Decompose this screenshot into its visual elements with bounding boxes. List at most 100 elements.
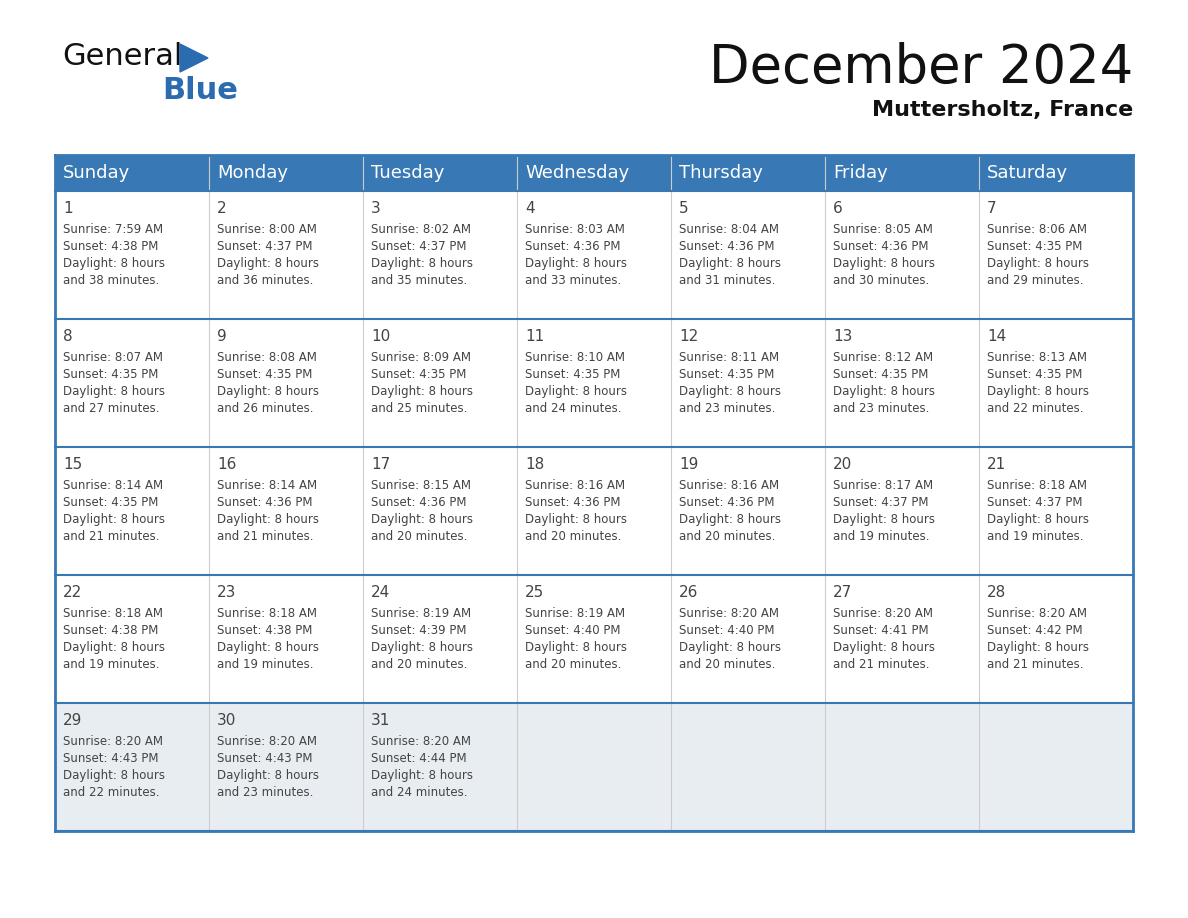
Text: 21: 21 — [987, 457, 1006, 472]
Text: and 20 minutes.: and 20 minutes. — [680, 658, 776, 671]
Text: and 20 minutes.: and 20 minutes. — [371, 530, 467, 543]
Text: Sunrise: 8:05 AM: Sunrise: 8:05 AM — [833, 223, 933, 236]
Text: and 20 minutes.: and 20 minutes. — [525, 658, 621, 671]
Text: 14: 14 — [987, 329, 1006, 344]
Text: Tuesday: Tuesday — [371, 164, 444, 182]
Text: and 29 minutes.: and 29 minutes. — [987, 274, 1083, 287]
Text: Saturday: Saturday — [987, 164, 1068, 182]
Text: Sunrise: 8:02 AM: Sunrise: 8:02 AM — [371, 223, 470, 236]
Text: and 19 minutes.: and 19 minutes. — [217, 658, 314, 671]
Text: 26: 26 — [680, 585, 699, 600]
Text: and 20 minutes.: and 20 minutes. — [371, 658, 467, 671]
Text: and 24 minutes.: and 24 minutes. — [525, 402, 621, 415]
Text: 4: 4 — [525, 201, 535, 216]
Bar — [517, 155, 671, 191]
Bar — [824, 191, 979, 319]
Text: and 36 minutes.: and 36 minutes. — [217, 274, 314, 287]
Text: Sunrise: 8:20 AM: Sunrise: 8:20 AM — [63, 735, 163, 748]
Text: Sunset: 4:38 PM: Sunset: 4:38 PM — [63, 240, 158, 253]
Text: and 21 minutes.: and 21 minutes. — [63, 530, 159, 543]
Bar — [979, 575, 1133, 703]
Bar — [979, 155, 1133, 191]
Bar — [979, 319, 1133, 447]
Text: 25: 25 — [525, 585, 544, 600]
Text: Sunset: 4:44 PM: Sunset: 4:44 PM — [371, 752, 467, 765]
Text: and 20 minutes.: and 20 minutes. — [525, 530, 621, 543]
Text: Daylight: 8 hours: Daylight: 8 hours — [680, 513, 781, 526]
Bar — [364, 447, 517, 575]
Bar — [671, 191, 824, 319]
Text: Sunset: 4:40 PM: Sunset: 4:40 PM — [525, 624, 620, 637]
Text: Daylight: 8 hours: Daylight: 8 hours — [63, 385, 165, 398]
Text: Sunrise: 8:18 AM: Sunrise: 8:18 AM — [63, 607, 163, 620]
Text: Sunrise: 8:18 AM: Sunrise: 8:18 AM — [987, 479, 1087, 492]
Text: Sunset: 4:35 PM: Sunset: 4:35 PM — [987, 368, 1082, 381]
Text: and 24 minutes.: and 24 minutes. — [371, 786, 468, 799]
Text: Sunrise: 8:20 AM: Sunrise: 8:20 AM — [217, 735, 317, 748]
Text: Sunset: 4:35 PM: Sunset: 4:35 PM — [371, 368, 467, 381]
Bar — [517, 447, 671, 575]
Text: Sunrise: 8:03 AM: Sunrise: 8:03 AM — [525, 223, 625, 236]
Text: Friday: Friday — [833, 164, 887, 182]
Text: Sunset: 4:42 PM: Sunset: 4:42 PM — [987, 624, 1082, 637]
Text: 28: 28 — [987, 585, 1006, 600]
Text: Sunrise: 8:04 AM: Sunrise: 8:04 AM — [680, 223, 779, 236]
Text: and 19 minutes.: and 19 minutes. — [987, 530, 1083, 543]
Text: and 30 minutes.: and 30 minutes. — [833, 274, 929, 287]
Text: Daylight: 8 hours: Daylight: 8 hours — [833, 385, 935, 398]
Text: 22: 22 — [63, 585, 82, 600]
Text: Sunrise: 8:20 AM: Sunrise: 8:20 AM — [371, 735, 470, 748]
Bar — [364, 575, 517, 703]
Bar — [671, 575, 824, 703]
Text: Daylight: 8 hours: Daylight: 8 hours — [833, 257, 935, 270]
Text: Sunrise: 8:20 AM: Sunrise: 8:20 AM — [987, 607, 1087, 620]
Bar — [55, 191, 209, 319]
Bar — [364, 191, 517, 319]
Text: Sunset: 4:36 PM: Sunset: 4:36 PM — [833, 240, 929, 253]
Text: Sunrise: 8:14 AM: Sunrise: 8:14 AM — [217, 479, 317, 492]
Text: Sunrise: 8:06 AM: Sunrise: 8:06 AM — [987, 223, 1087, 236]
Text: Daylight: 8 hours: Daylight: 8 hours — [371, 769, 473, 782]
Text: and 25 minutes.: and 25 minutes. — [371, 402, 467, 415]
Bar — [979, 703, 1133, 831]
Bar — [517, 191, 671, 319]
Text: Daylight: 8 hours: Daylight: 8 hours — [680, 385, 781, 398]
Text: 9: 9 — [217, 329, 227, 344]
Text: Sunset: 4:36 PM: Sunset: 4:36 PM — [680, 496, 775, 509]
Text: and 31 minutes.: and 31 minutes. — [680, 274, 776, 287]
Polygon shape — [181, 44, 208, 72]
Bar — [209, 703, 364, 831]
Text: and 38 minutes.: and 38 minutes. — [63, 274, 159, 287]
Bar — [209, 447, 364, 575]
Bar — [209, 319, 364, 447]
Bar — [824, 575, 979, 703]
Text: Daylight: 8 hours: Daylight: 8 hours — [371, 641, 473, 654]
Text: 20: 20 — [833, 457, 852, 472]
Text: and 23 minutes.: and 23 minutes. — [217, 786, 314, 799]
Text: 10: 10 — [371, 329, 390, 344]
Text: Sunrise: 8:07 AM: Sunrise: 8:07 AM — [63, 351, 163, 364]
Text: Sunrise: 8:11 AM: Sunrise: 8:11 AM — [680, 351, 779, 364]
Bar — [209, 575, 364, 703]
Text: Muttersholtz, France: Muttersholtz, France — [872, 100, 1133, 120]
Text: Daylight: 8 hours: Daylight: 8 hours — [987, 513, 1089, 526]
Text: 18: 18 — [525, 457, 544, 472]
Text: Daylight: 8 hours: Daylight: 8 hours — [525, 513, 627, 526]
Text: 5: 5 — [680, 201, 689, 216]
Text: 29: 29 — [63, 713, 82, 728]
Text: Sunset: 4:38 PM: Sunset: 4:38 PM — [63, 624, 158, 637]
Text: Daylight: 8 hours: Daylight: 8 hours — [833, 513, 935, 526]
Text: and 21 minutes.: and 21 minutes. — [987, 658, 1083, 671]
Text: Blue: Blue — [162, 76, 238, 105]
Text: Sunset: 4:37 PM: Sunset: 4:37 PM — [833, 496, 929, 509]
Text: December 2024: December 2024 — [709, 42, 1133, 94]
Text: Daylight: 8 hours: Daylight: 8 hours — [680, 641, 781, 654]
Text: 12: 12 — [680, 329, 699, 344]
Text: Daylight: 8 hours: Daylight: 8 hours — [371, 257, 473, 270]
Text: Monday: Monday — [217, 164, 287, 182]
Text: Sunrise: 8:10 AM: Sunrise: 8:10 AM — [525, 351, 625, 364]
Text: Sunday: Sunday — [63, 164, 131, 182]
Bar — [55, 575, 209, 703]
Text: 1: 1 — [63, 201, 72, 216]
Text: and 19 minutes.: and 19 minutes. — [63, 658, 159, 671]
